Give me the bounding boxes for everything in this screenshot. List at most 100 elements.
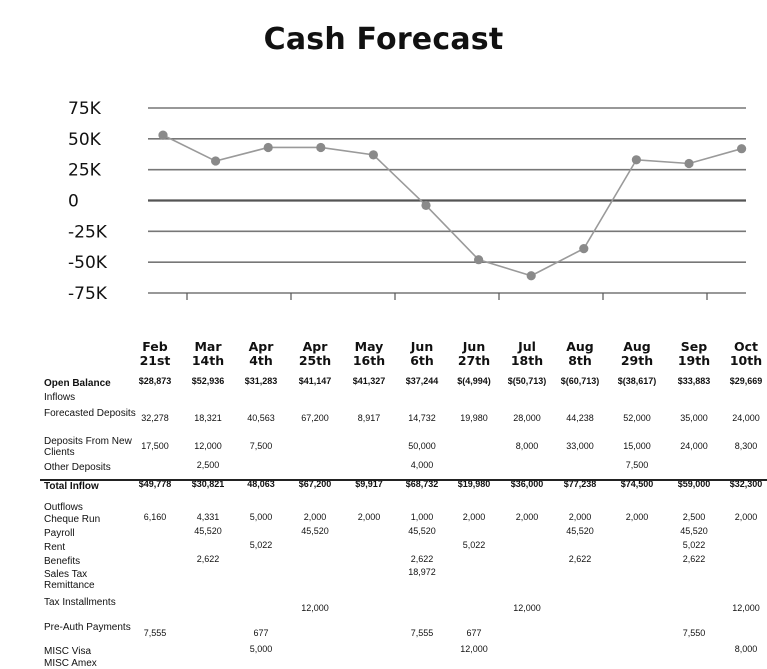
row-label: Benefits: [44, 556, 81, 567]
column-header: Aug 29th: [607, 340, 667, 368]
column-header-month: Aug: [566, 339, 594, 354]
table-cell: 2,000: [625, 512, 649, 522]
table-cell: $(4,994): [457, 376, 491, 386]
table-cell: 7,555: [410, 628, 434, 638]
table-cell: $49,778: [138, 479, 172, 489]
table-cell: 2,622: [410, 554, 434, 564]
table-cell: 1,000: [410, 512, 434, 522]
table-cell: $67,200: [298, 479, 332, 489]
data-point: [158, 130, 168, 140]
data-point: [263, 142, 273, 153]
table-cell: 18,321: [194, 413, 222, 423]
column-header-month: Aug: [623, 339, 651, 354]
column-header-day: 21st: [139, 353, 171, 368]
table-cell: 50,000: [408, 441, 436, 451]
column-header-month: Mar: [194, 339, 222, 354]
column-header: Jun 27th: [444, 340, 504, 368]
column-header-month: Apr: [302, 339, 328, 354]
table-cell: 2,500: [196, 460, 220, 470]
column-header-month: Jun: [410, 339, 434, 354]
table-cell: $30,821: [191, 479, 225, 489]
column-header-day: 6th: [410, 353, 434, 368]
table-cell: $(38,617): [617, 376, 657, 386]
table-cell: 12,000: [460, 644, 488, 654]
table-cell: 67,200: [301, 413, 329, 423]
row-label: Open Balance: [44, 378, 111, 389]
row-label: Payroll: [44, 528, 75, 539]
table-cell: $9,917: [355, 479, 383, 489]
table-cell: $77,238: [563, 479, 597, 489]
table-cell: $52,936: [191, 376, 225, 386]
column-header: Sep 19th: [664, 340, 724, 368]
table-cell: 7,550: [682, 628, 706, 638]
table-cell: $32,300: [729, 479, 763, 489]
row-label: Deposits From New Clients: [44, 436, 132, 458]
data-point: [316, 142, 326, 153]
column-header: Oct 10th: [716, 340, 767, 368]
column-header-day: 18th: [510, 353, 544, 368]
row-label: Forecasted Deposits: [44, 408, 136, 419]
table-cell: 677: [253, 628, 269, 638]
table-cell: 45,520: [566, 526, 594, 536]
row-label: Other Deposits: [44, 462, 111, 473]
table-cell: 12,000: [732, 603, 760, 613]
total-divider: [40, 479, 767, 481]
table-cell: 2,000: [462, 512, 486, 522]
table-cell: 7,500: [249, 441, 273, 451]
table-cell: 4,000: [410, 460, 434, 470]
table-cell: 2,000: [303, 512, 327, 522]
table-cell: 5,000: [249, 644, 273, 654]
table-cell: 28,000: [513, 413, 541, 423]
table-cell: $68,732: [405, 479, 439, 489]
table-cell: 24,000: [680, 441, 708, 451]
table-cell: 2,622: [568, 554, 592, 564]
table-cell: 5,000: [249, 512, 273, 522]
y-tick-label: -25K: [68, 222, 108, 242]
row-label: Total Inflow: [44, 481, 99, 492]
table-cell: 40,563: [247, 413, 275, 423]
column-header: Aug 8th: [550, 340, 610, 368]
cash-forecast-table: Feb 21st Mar 14th Apr 4th Apr 25th May 16th Jun 6th…: [0, 339, 767, 669]
table-cell: 45,520: [194, 526, 222, 536]
column-header-month: Feb: [142, 339, 168, 354]
column-header: Apr 25th: [285, 340, 345, 368]
row-label: Cheque Run: [44, 514, 101, 525]
line-chart: 75K 50K 25K 0 -25K -50K -75K: [68, 99, 747, 304]
table-cell: 45,520: [301, 526, 329, 536]
column-header: Jul 18th: [497, 340, 557, 368]
column-header-day: 25th: [298, 353, 332, 368]
table-cell: $41,147: [298, 376, 332, 386]
column-header-day: 10th: [729, 353, 763, 368]
row-label: Pre-Auth Payments: [44, 622, 131, 633]
table-cell: 44,238: [566, 413, 594, 423]
column-header-day: 29th: [620, 353, 654, 368]
column-header-day: 8th: [568, 353, 592, 368]
column-header: May 16th: [339, 340, 399, 368]
data-point: [421, 200, 431, 211]
table-cell: 12,000: [194, 441, 222, 451]
table-cell: $74,500: [620, 479, 654, 489]
table-cell: 32,278: [141, 413, 169, 423]
table-cell: 35,000: [680, 413, 708, 423]
table-cell: 12,000: [513, 603, 541, 613]
table-cell: 24,000: [732, 413, 760, 423]
table-cell: 2,000: [357, 512, 381, 522]
row-label: Outflows: [44, 502, 83, 513]
column-header-day: 16th: [352, 353, 386, 368]
table-cell: 14,732: [408, 413, 436, 423]
table-cell: 8,000: [515, 441, 539, 451]
table-cell: $31,283: [244, 376, 278, 386]
data-point: [368, 150, 378, 160]
table-cell: 12,000: [301, 603, 329, 613]
table-cell: $36,000: [510, 479, 544, 489]
table-cell: 677: [466, 628, 482, 638]
table-cell: 2,000: [515, 512, 539, 522]
table-cell: $41,327: [352, 376, 386, 386]
row-label: Inflows: [44, 392, 76, 403]
page-title: Cash Forecast: [263, 22, 504, 57]
table-cell: 15,000: [623, 441, 651, 451]
y-tick-label: 50K: [68, 130, 102, 150]
y-tick-label: 25K: [68, 161, 102, 181]
table-cell: 2,000: [734, 512, 758, 522]
table-cell: 5,022: [249, 540, 273, 550]
